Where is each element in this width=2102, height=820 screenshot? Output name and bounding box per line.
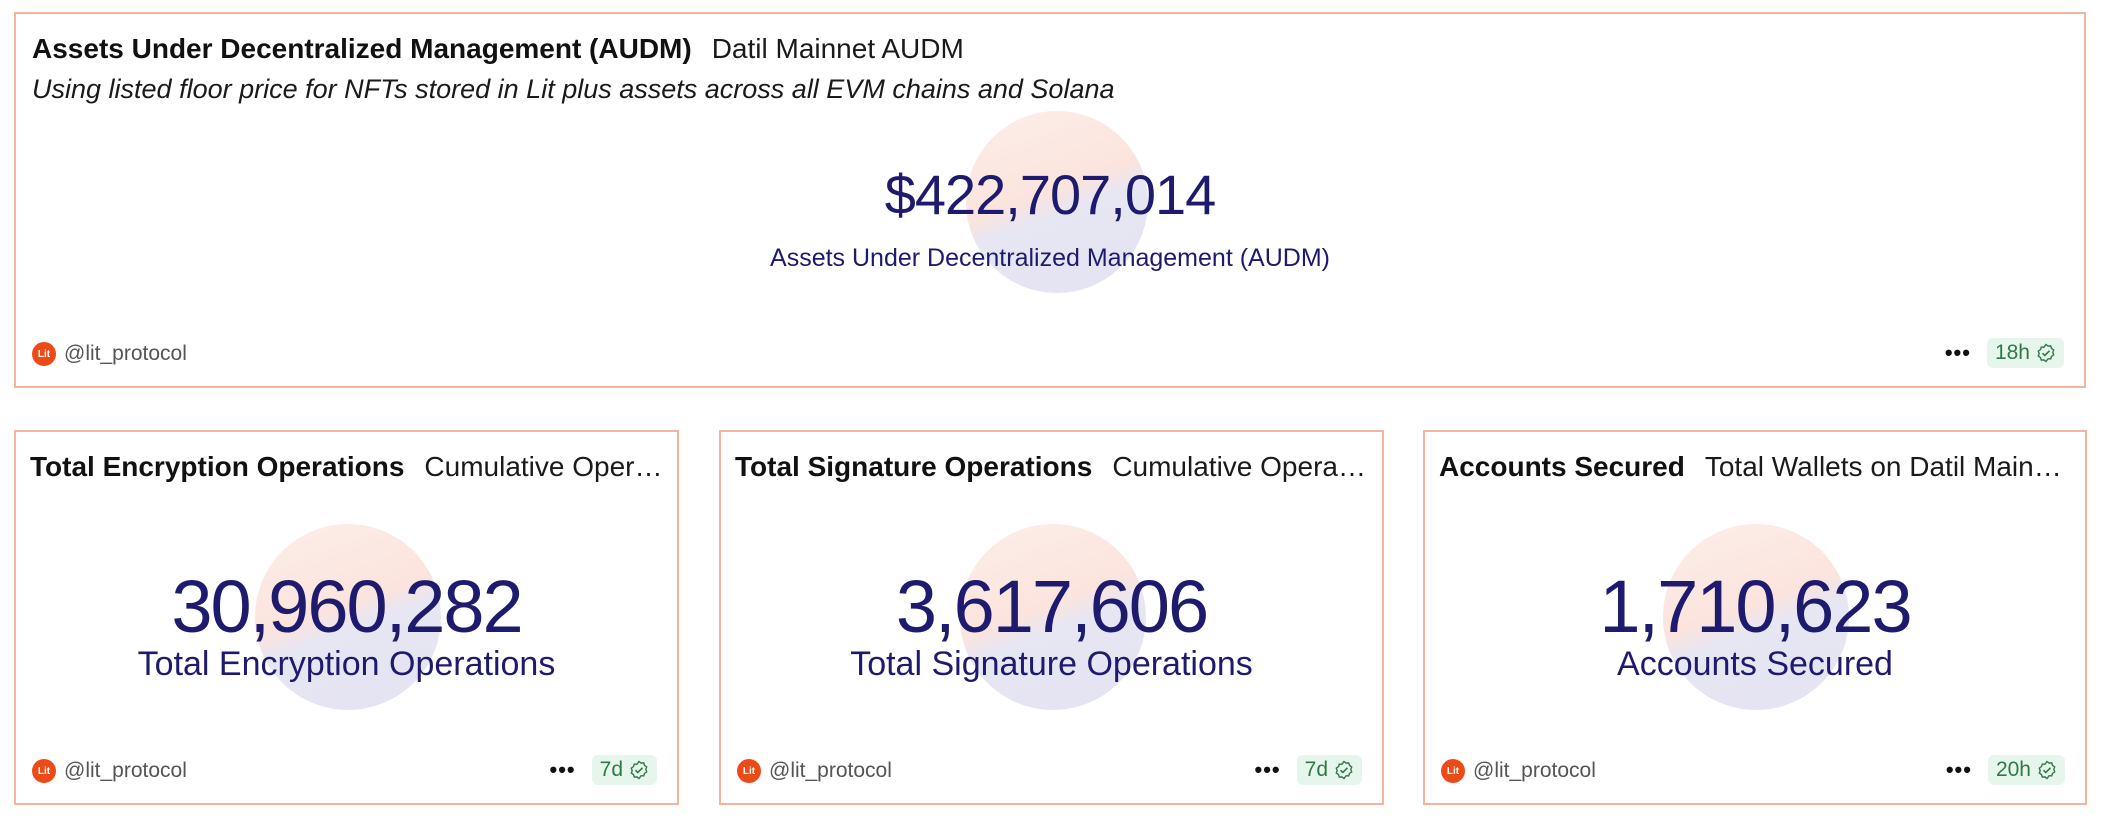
audm-title[interactable]: Assets Under Decentralized Management (A… — [32, 33, 692, 64]
verified-check-icon — [2037, 343, 2055, 363]
freshness-age: 20h — [1995, 758, 2031, 781]
author-handle[interactable]: @lit_protocol — [64, 342, 187, 365]
lit-logo-icon: Lit — [32, 759, 56, 783]
lit-logo-icon: Lit — [737, 759, 761, 783]
encryption-header: Total Encryption Operations Cumulative O… — [30, 450, 663, 484]
more-options-icon[interactable]: ••• — [549, 757, 576, 782]
watermark-disc — [255, 524, 441, 710]
signature-card[interactable]: Total Signature Operations Cumulative Op… — [719, 430, 1384, 805]
more-options-icon[interactable]: ••• — [1254, 757, 1281, 782]
audm-description: Using listed floor price for NFTs stored… — [32, 74, 1115, 104]
accounts-card[interactable]: Accounts Secured Total Wallets on Datil … — [1423, 430, 2087, 805]
watermark-disc — [960, 524, 1146, 710]
signature-header: Total Signature Operations Cumulative Op… — [735, 450, 1368, 484]
accounts-header: Accounts Secured Total Wallets on Datil … — [1439, 450, 2071, 484]
encryption-subtitle: Cumulative Opera... — [424, 451, 663, 482]
author[interactable]: Lit @lit_protocol — [32, 342, 187, 366]
encryption-card[interactable]: Total Encryption Operations Cumulative O… — [14, 430, 679, 805]
watermark-disc — [966, 111, 1148, 293]
freshness-badge[interactable]: 20h — [1987, 755, 2065, 785]
signature-label: Total Signature Operations — [850, 645, 1253, 683]
accounts-title[interactable]: Accounts Secured — [1439, 451, 1685, 482]
signature-title[interactable]: Total Signature Operations — [735, 451, 1093, 482]
author[interactable]: Lit @lit_protocol — [737, 759, 892, 783]
card-actions: ••• 7d — [550, 755, 657, 785]
verified-check-icon — [1335, 760, 1353, 780]
card-actions: ••• 7d — [1255, 755, 1362, 785]
lit-logo-icon: Lit — [32, 342, 56, 366]
encryption-title[interactable]: Total Encryption Operations — [30, 451, 405, 482]
watermark-disc — [1663, 524, 1849, 710]
audm-card[interactable]: Assets Under Decentralized Management (A… — [14, 12, 2086, 388]
freshness-age: 18h — [1994, 341, 2030, 364]
signature-subtitle: Cumulative Operati... — [1112, 451, 1368, 482]
freshness-badge[interactable]: 18h — [1986, 338, 2064, 368]
accounts-subtitle: Total Wallets on Datil Mainn... — [1704, 451, 2071, 482]
more-options-icon[interactable]: ••• — [1944, 340, 1971, 365]
verified-check-icon — [2038, 760, 2056, 780]
author[interactable]: Lit @lit_protocol — [32, 759, 187, 783]
card-actions: ••• 20h — [1946, 755, 2065, 785]
freshness-age: 7d — [1304, 758, 1328, 781]
card-actions: ••• 18h — [1945, 338, 2064, 368]
lit-logo-icon: Lit — [1441, 759, 1465, 783]
encryption-label: Total Encryption Operations — [137, 645, 556, 683]
freshness-badge[interactable]: 7d — [1296, 755, 1362, 785]
accounts-value: 1,710,623 — [1599, 565, 1912, 648]
author-handle[interactable]: @lit_protocol — [64, 759, 187, 782]
more-options-icon[interactable]: ••• — [1945, 757, 1972, 782]
verified-check-icon — [630, 760, 648, 780]
freshness-age: 7d — [599, 758, 623, 781]
audm-value: $422,707,014 — [884, 163, 1217, 226]
audm-subtitle: Datil Mainnet AUDM — [711, 33, 964, 64]
signature-value: 3,617,606 — [895, 565, 1209, 648]
author[interactable]: Lit @lit_protocol — [1441, 759, 1596, 783]
freshness-badge[interactable]: 7d — [591, 755, 657, 785]
author-handle[interactable]: @lit_protocol — [1473, 759, 1596, 782]
audm-header: Assets Under Decentralized Management (A… — [32, 32, 2070, 66]
author-handle[interactable]: @lit_protocol — [769, 759, 892, 782]
audm-label: Assets Under Decentralized Management (A… — [770, 244, 1330, 272]
accounts-label: Accounts Secured — [1617, 645, 1893, 683]
encryption-value: 30,960,282 — [171, 565, 523, 648]
